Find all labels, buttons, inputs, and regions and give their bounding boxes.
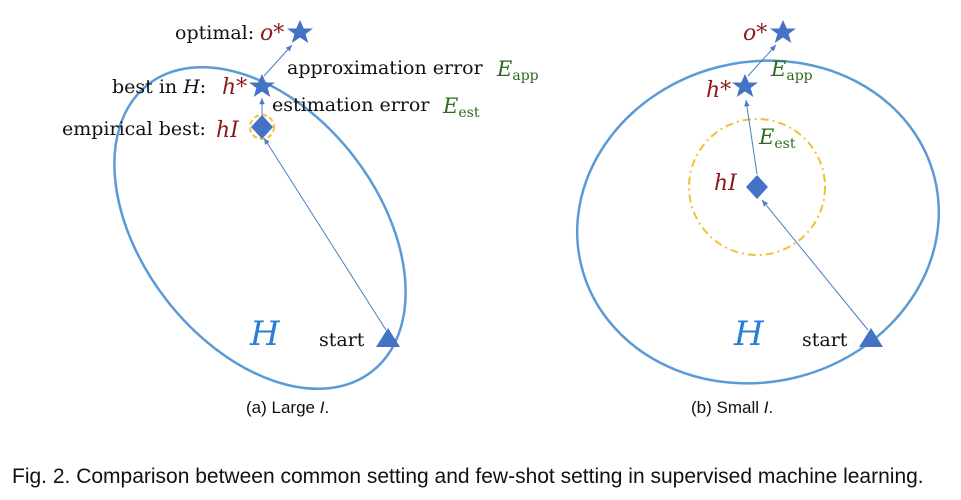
path-arrow-b-start [761,199,869,331]
empirical-diamond-icon-b [746,175,768,199]
path-arrow-b-h [744,99,758,175]
approx-symbol-b: Eapp [770,57,813,84]
path-arrow-a-o [263,44,293,77]
path-arrow-a-start [263,137,387,331]
hypothesis-space-ellipse-a [113,65,407,391]
start-label-a: start [319,329,365,351]
best-symbol-b: h* [706,78,731,103]
est-label-a: estimation error [272,94,430,116]
approx-label-a: approximation error [287,57,484,79]
panel-a: optimal: o* best in H: h* empirical best… [62,20,539,417]
start-triangle-icon-b [859,328,883,347]
optimal-label-a: optimal: [175,22,254,44]
empirical-symbol-b: hI [714,171,738,196]
subcaption-b: (b) Small I. [691,398,773,417]
start-label-b: start [802,329,848,351]
optimal-star-icon-a [287,20,313,43]
optimal-star-icon-b [770,20,796,43]
hypothesis-space-label-b: H [733,314,765,354]
hypothesis-space-ellipse-b [575,59,941,385]
panel-b: o* h* Eapp Eest hI H start (b) Small I. [575,20,941,417]
hypothesis-space-label-a: H [249,314,281,354]
empirical-symbol-a: hI [216,118,240,143]
best-label-prefix-a: best in H: [112,76,206,98]
optimal-symbol-a: o* [260,21,284,46]
best-star-icon-a [249,74,275,97]
figure-caption: Fig. 2. Comparison between common settin… [12,465,924,488]
empirical-label-a: empirical best: [62,118,206,140]
approx-symbol-a: Eapp [496,57,539,84]
estimation-circle-b [688,118,826,256]
optimal-symbol-b: o* [743,21,767,46]
est-symbol-a: Eest [442,94,480,121]
path-arrow-b-o [747,44,777,77]
subcaption-a: (a) Large I. [246,398,329,417]
empirical-diamond-icon-a [251,115,273,139]
best-symbol-a: h* [222,75,247,100]
est-symbol-b: Eest [758,125,796,152]
start-triangle-icon-a [376,328,400,347]
best-star-icon-b [732,74,758,97]
